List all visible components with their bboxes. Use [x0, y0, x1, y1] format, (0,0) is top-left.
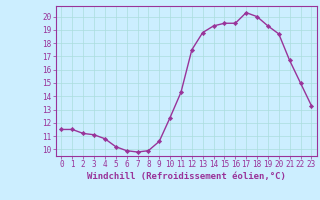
X-axis label: Windchill (Refroidissement éolien,°C): Windchill (Refroidissement éolien,°C): [87, 172, 286, 181]
